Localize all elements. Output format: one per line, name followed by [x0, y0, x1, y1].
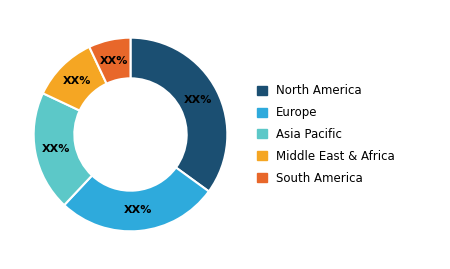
- Text: XX%: XX%: [42, 144, 71, 154]
- Wedge shape: [64, 168, 209, 231]
- Legend: North America, Europe, Asia Pacific, Middle East & Africa, South America: North America, Europe, Asia Pacific, Mid…: [257, 84, 395, 185]
- Text: XX%: XX%: [63, 76, 91, 86]
- Wedge shape: [34, 93, 92, 205]
- Text: XX%: XX%: [100, 56, 128, 66]
- Text: XX%: XX%: [184, 95, 212, 105]
- Wedge shape: [130, 38, 227, 192]
- Wedge shape: [43, 47, 107, 111]
- Text: XX%: XX%: [123, 205, 152, 215]
- Wedge shape: [89, 38, 130, 84]
